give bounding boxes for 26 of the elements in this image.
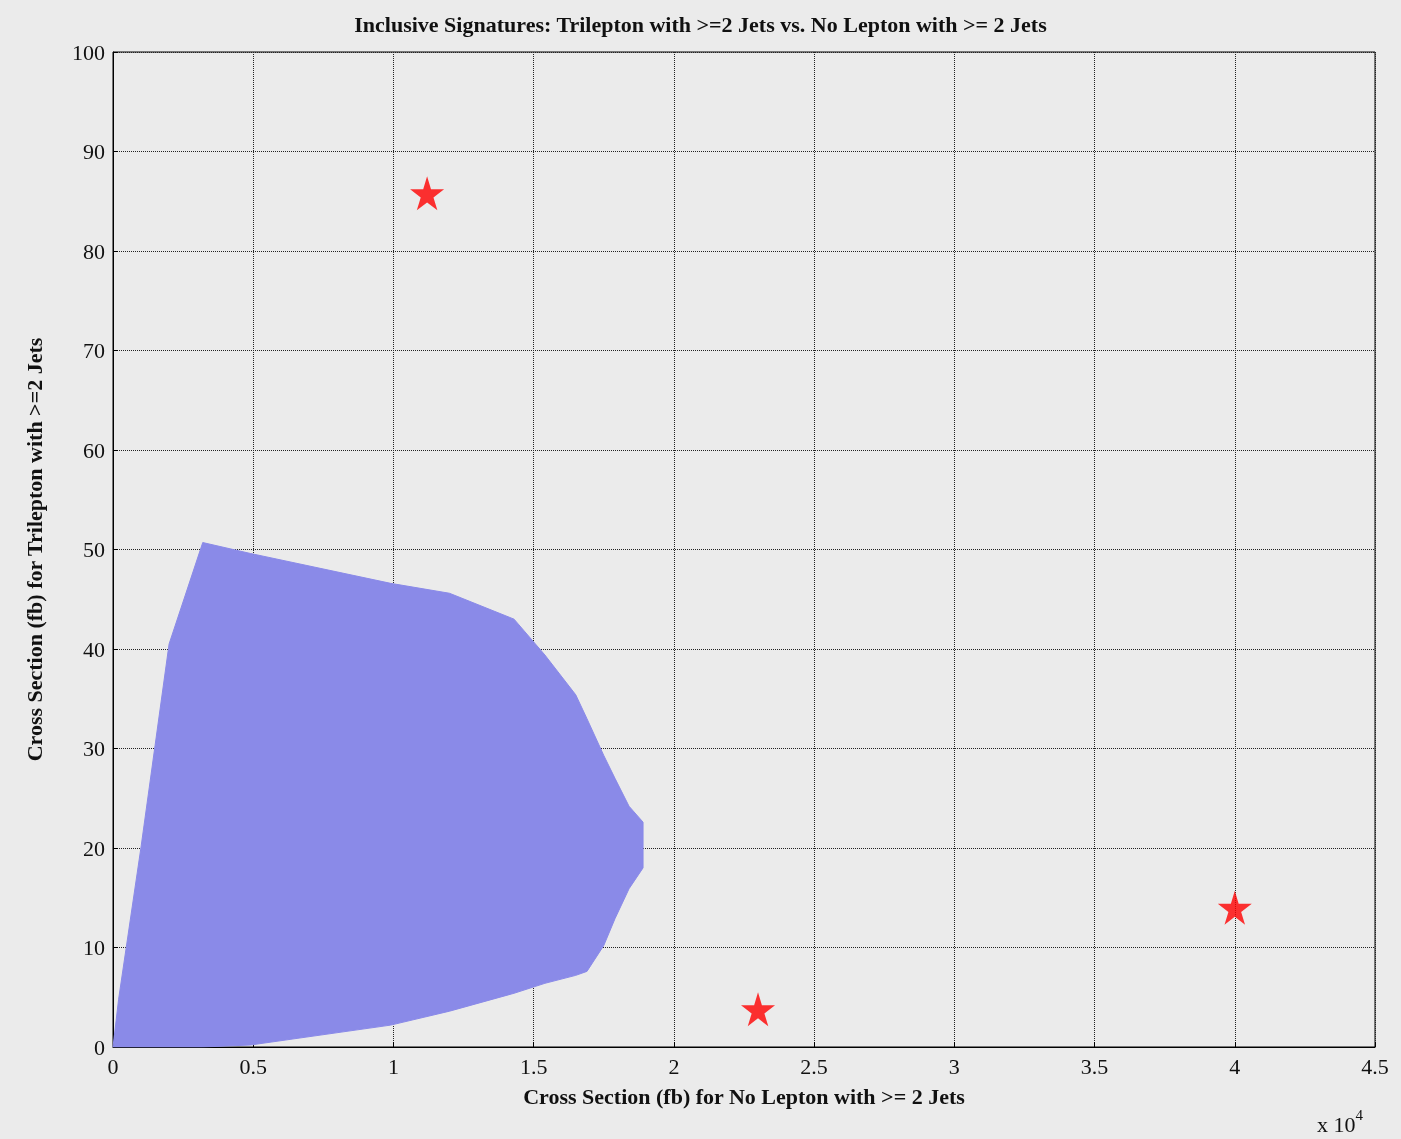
x-tick-label: 0.5 xyxy=(239,1053,267,1079)
y-tick-label: 50 xyxy=(83,537,105,562)
x-tick-label: 4 xyxy=(1229,1053,1241,1079)
chart-title: Inclusive Signatures: Trilepton with >=2 Jets vs. No Lepton with >= 2 Jets xyxy=(354,11,1048,37)
y-tick-label: 10 xyxy=(83,935,105,960)
x-tick-label: 1.5 xyxy=(519,1053,548,1079)
y-tick-label: 70 xyxy=(83,338,105,363)
y-tick-label: 0 xyxy=(94,1034,105,1060)
y-tick-label: 40 xyxy=(83,636,105,662)
y-tick-label: 60 xyxy=(83,437,105,463)
point xyxy=(410,176,445,211)
x-tick-label: 4.5 xyxy=(1361,1053,1389,1079)
x-axis-title: Cross Section (fb) for No Lepton with >= 2 Jets xyxy=(523,1083,966,1109)
y-tick-label: 100 xyxy=(72,39,105,65)
x-tick-label: 1 xyxy=(387,1053,399,1079)
x-tick-label: 3.5 xyxy=(1080,1053,1109,1079)
x-tick-label: 2 xyxy=(668,1053,680,1079)
x-tick-label: 3 xyxy=(948,1053,960,1079)
point xyxy=(1217,890,1252,925)
x-tick-label: 2.5 xyxy=(800,1053,828,1079)
y-tick-label: 80 xyxy=(83,238,105,264)
point xyxy=(741,992,776,1027)
y-tick-label: 30 xyxy=(83,736,105,761)
y-axis-title: Cross Section (fb) for Trilepton with >=2 Jets xyxy=(21,337,47,762)
y-tick-label: 90 xyxy=(83,139,105,164)
y-tick-label: 20 xyxy=(83,835,105,861)
